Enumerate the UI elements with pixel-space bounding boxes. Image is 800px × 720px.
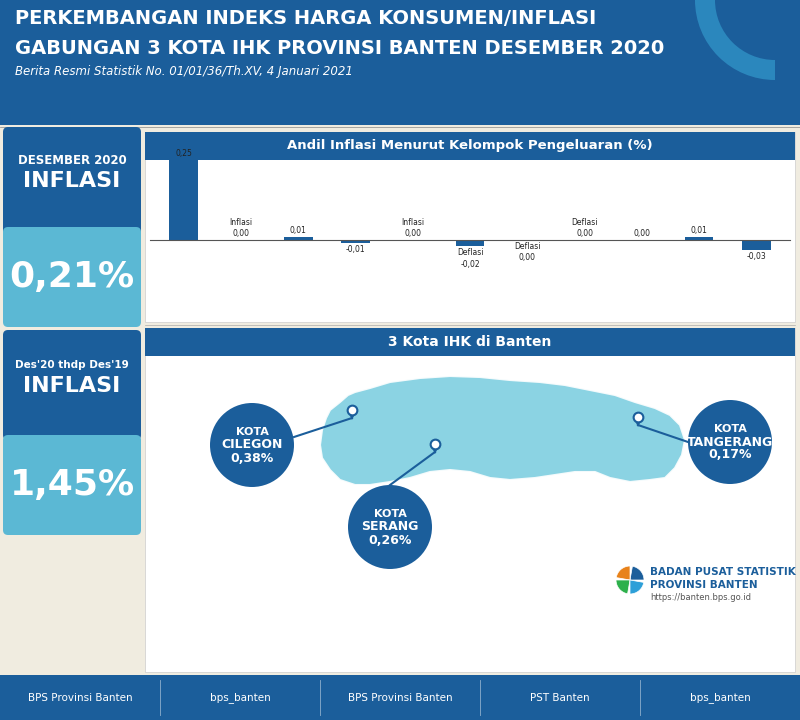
Text: DESEMBER 2020: DESEMBER 2020: [18, 155, 126, 168]
Bar: [145, 132, 795, 322]
Text: 0,25: 0,25: [175, 149, 192, 158]
Text: bps_banten: bps_banten: [210, 693, 270, 703]
Polygon shape: [347, 410, 357, 420]
Text: PERKEMBANGAN INDEKS HARGA KONSUMEN/INFLASI: PERKEMBANGAN INDEKS HARGA KONSUMEN/INFLA…: [15, 9, 596, 27]
Text: -0,03: -0,03: [746, 251, 766, 261]
Bar: [0, 0, 800, 125]
Wedge shape: [616, 580, 630, 594]
Bar: [341, 240, 370, 243]
Text: 3 Kota IHK di Banten: 3 Kota IHK di Banten: [388, 335, 552, 349]
Bar: [456, 240, 484, 246]
Text: PST Banten: PST Banten: [530, 693, 590, 703]
Wedge shape: [630, 566, 644, 580]
Text: KOTA: KOTA: [374, 509, 406, 519]
Text: CILEGON: CILEGON: [222, 438, 282, 451]
FancyBboxPatch shape: [3, 227, 141, 327]
Text: 0,01: 0,01: [690, 226, 707, 235]
Text: BPS Provinsi Banten: BPS Provinsi Banten: [348, 693, 452, 703]
Text: Andil Inflasi Menurut Kelompok Pengeluaran (%): Andil Inflasi Menurut Kelompok Pengeluar…: [287, 140, 653, 153]
Text: 0,01: 0,01: [290, 226, 306, 235]
Bar: [145, 132, 795, 160]
FancyBboxPatch shape: [3, 435, 141, 535]
Bar: [742, 240, 770, 250]
Text: PROVINSI BANTEN: PROVINSI BANTEN: [650, 580, 758, 590]
Text: Berita Resmi Statistik No. 01/01/36/Th.XV, 4 Januari 2021: Berita Resmi Statistik No. 01/01/36/Th.X…: [15, 66, 353, 78]
Text: BADAN PUSAT STATISTIK: BADAN PUSAT STATISTIK: [650, 567, 796, 577]
Text: -0,01: -0,01: [346, 246, 366, 254]
Text: KOTA: KOTA: [235, 427, 269, 437]
Bar: [685, 237, 714, 240]
Text: 0,00: 0,00: [634, 229, 650, 238]
Wedge shape: [695, 0, 775, 80]
Circle shape: [210, 403, 294, 487]
Text: 0,38%: 0,38%: [230, 451, 274, 464]
Text: BPS Provinsi Banten: BPS Provinsi Banten: [28, 693, 132, 703]
Text: GABUNGAN 3 KOTA IHK PROVINSI BANTEN DESEMBER 2020: GABUNGAN 3 KOTA IHK PROVINSI BANTEN DESE…: [15, 38, 664, 58]
Bar: [145, 328, 795, 356]
FancyBboxPatch shape: [3, 127, 141, 235]
Text: 0,26%: 0,26%: [368, 534, 412, 546]
Polygon shape: [320, 376, 685, 485]
Text: 0,21%: 0,21%: [10, 260, 134, 294]
Text: INFLASI: INFLASI: [23, 171, 121, 191]
Text: Deflasi
-0,02: Deflasi -0,02: [457, 248, 483, 269]
FancyBboxPatch shape: [3, 330, 141, 440]
Wedge shape: [630, 580, 644, 594]
Text: Deflasi
0,00: Deflasi 0,00: [571, 218, 598, 238]
Text: SERANG: SERANG: [362, 521, 418, 534]
Text: TANGERANG: TANGERANG: [687, 436, 773, 449]
Text: https://banten.bps.go.id: https://banten.bps.go.id: [650, 593, 751, 603]
Text: Deflasi
0,00: Deflasi 0,00: [514, 242, 541, 262]
Wedge shape: [715, 0, 775, 60]
Polygon shape: [430, 444, 440, 454]
Text: Inflasi
0,00: Inflasi 0,00: [401, 218, 424, 238]
Text: bps_banten: bps_banten: [690, 693, 750, 703]
Bar: [145, 328, 795, 672]
Bar: [0, 675, 800, 720]
Text: Des'20 thdp Des'19: Des'20 thdp Des'19: [15, 360, 129, 370]
Polygon shape: [633, 417, 643, 427]
Bar: [170, 160, 198, 240]
Text: Inflasi
0,00: Inflasi 0,00: [230, 218, 253, 238]
Circle shape: [688, 400, 772, 484]
Text: INFLASI: INFLASI: [23, 376, 121, 396]
Text: 1,45%: 1,45%: [10, 468, 134, 502]
Text: 0,17%: 0,17%: [708, 449, 752, 462]
Text: KOTA: KOTA: [714, 424, 746, 434]
Bar: [284, 237, 313, 240]
Wedge shape: [616, 566, 630, 580]
Circle shape: [348, 485, 432, 569]
